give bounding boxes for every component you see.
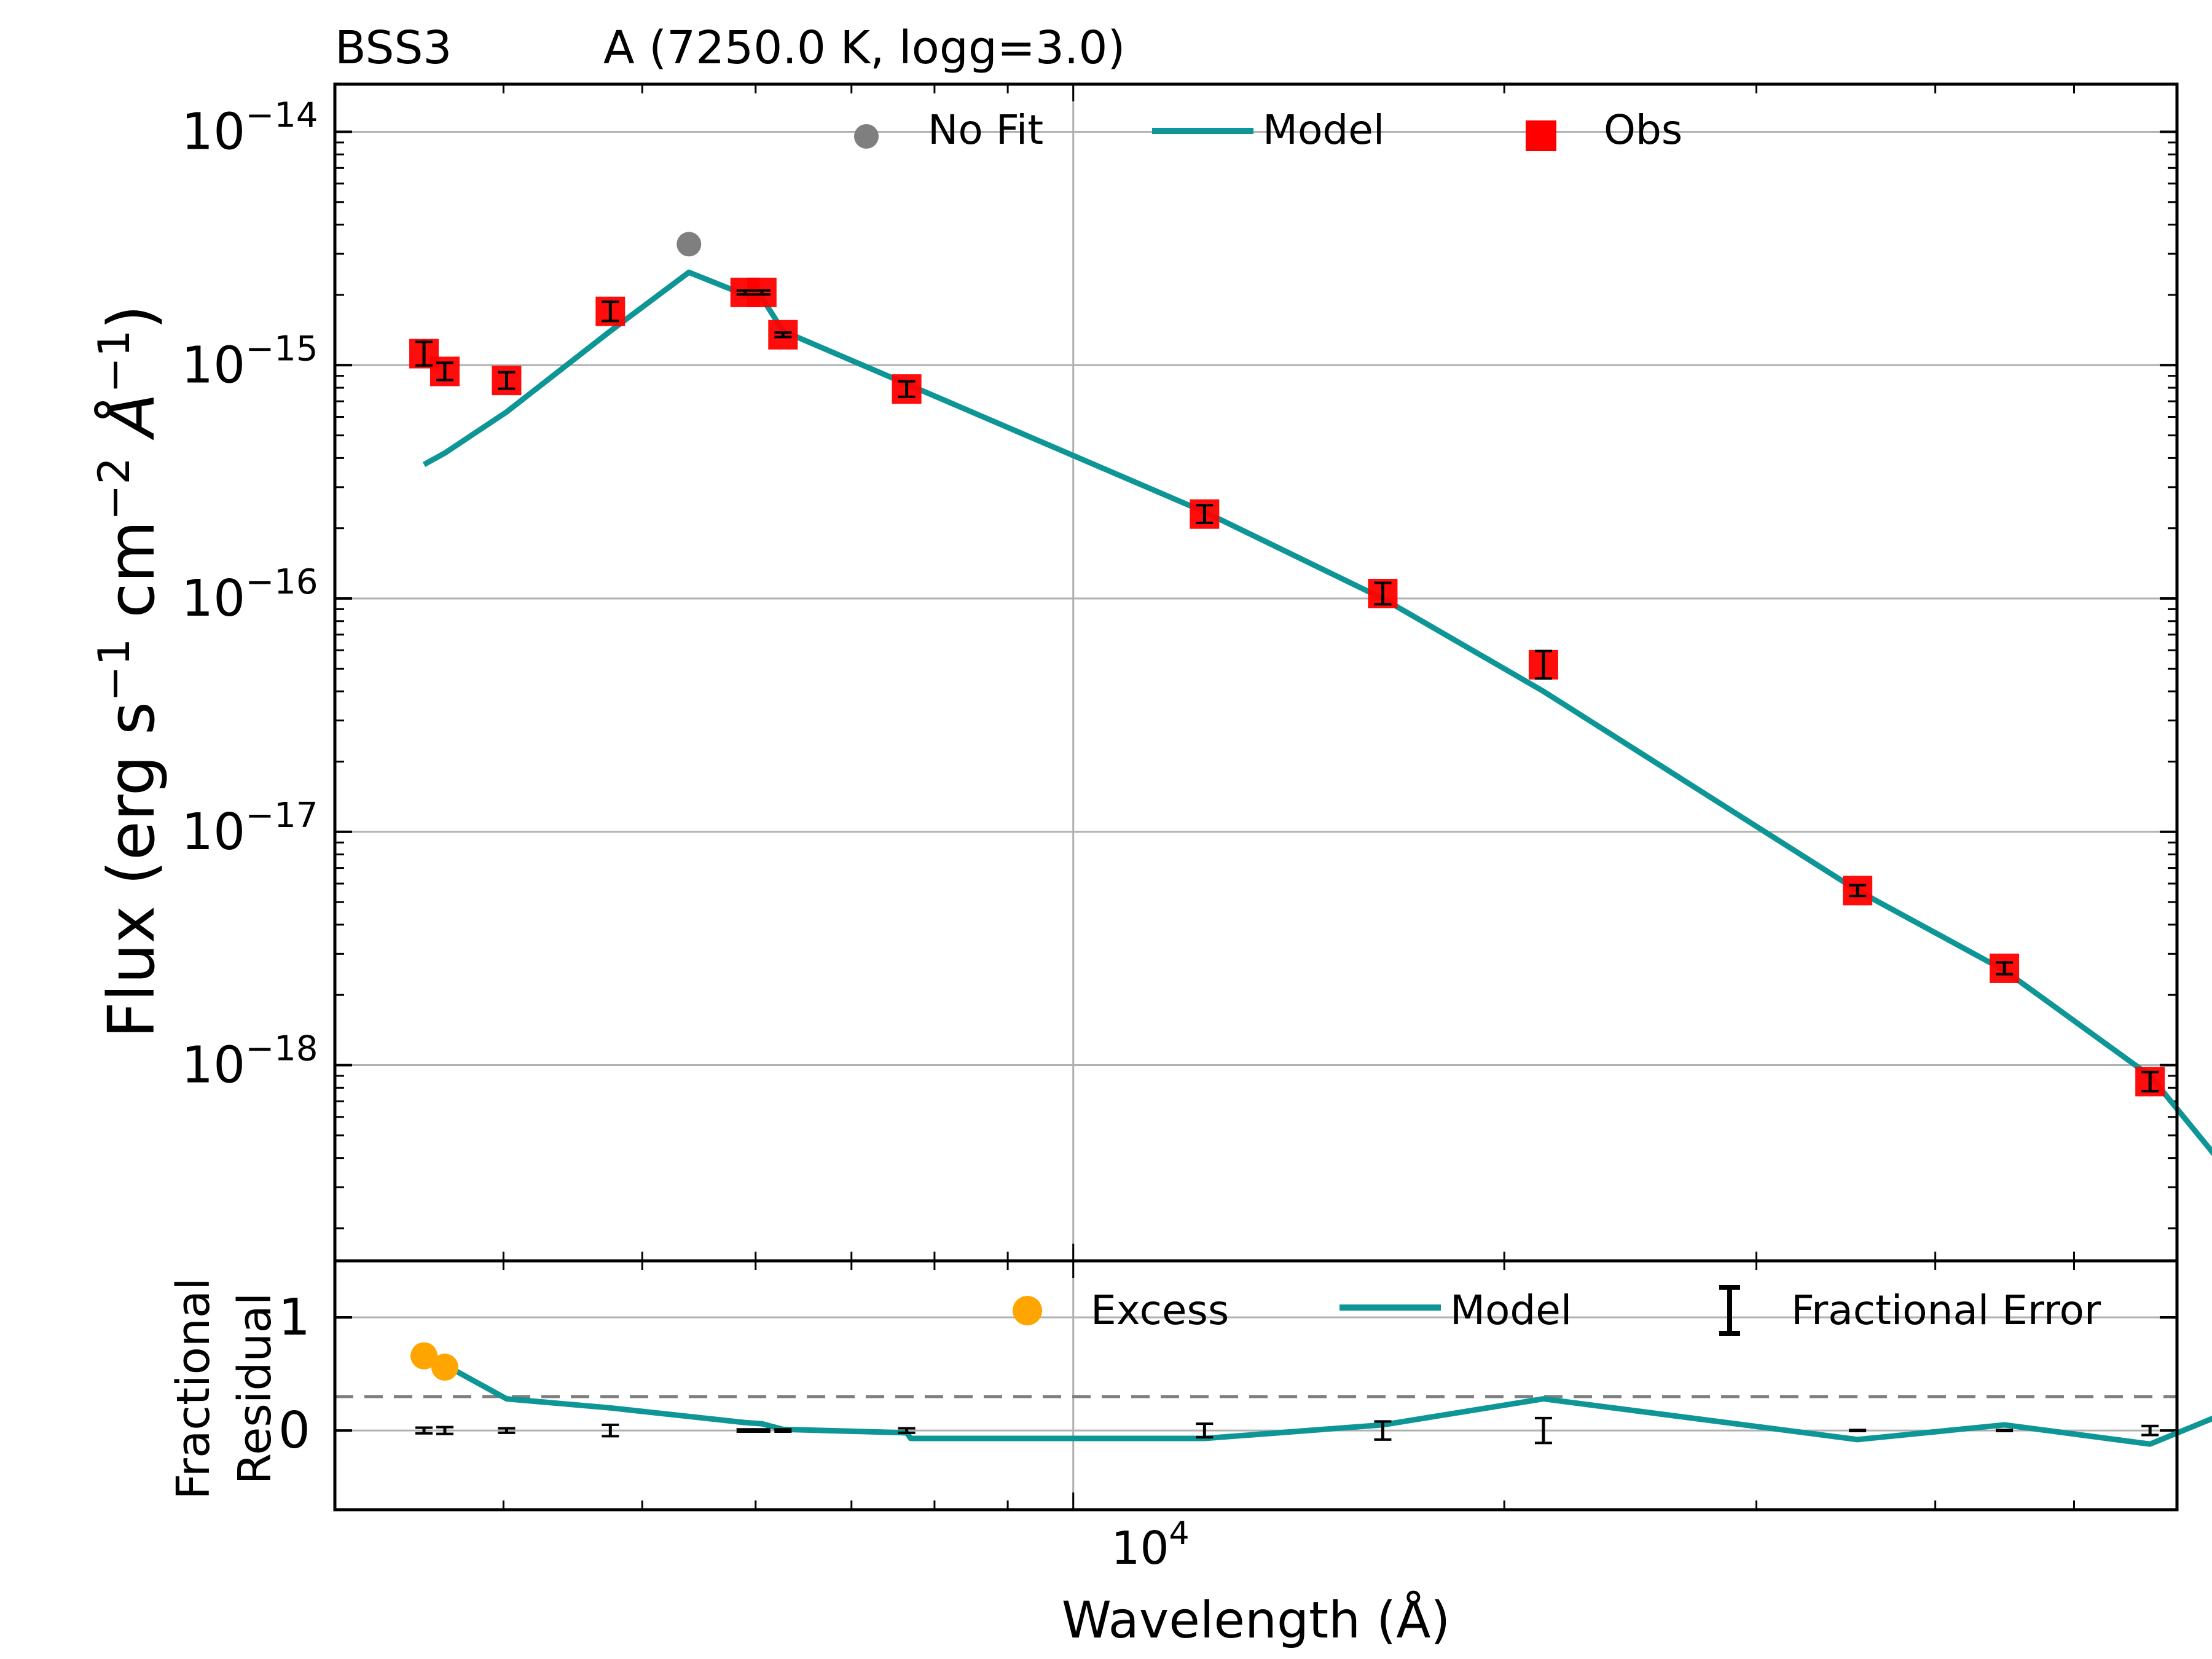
residual-excess-point (431, 1354, 458, 1381)
residual-excess-markers (410, 1342, 458, 1381)
residual-y-tick-label: 0 (278, 1402, 310, 1460)
legend-residual-model-label: Model (1450, 1287, 1572, 1334)
title-object: BSS3 (335, 22, 452, 74)
sed-y-tick-label: 10−15 (181, 329, 318, 394)
residual-errorbars (415, 1416, 2159, 1445)
residual-y-axis-label-line1: Fractional (167, 1277, 220, 1499)
residual-excess-point (410, 1342, 438, 1370)
sed-y-tick-label: 10−16 (181, 562, 318, 628)
sed-grid (335, 84, 2177, 1261)
residual-legend: Excess Model Fractional Error (1013, 1285, 2101, 1336)
sed-panel: 10−14 10−15 10−16 10−17 10−18 No Fit Model O… (89, 82, 2212, 1263)
sed-model-polyline (422, 269, 2212, 1156)
sed-y-tick-label: 10−17 (181, 796, 318, 861)
x-tick-label-1e4: 104 (1111, 1515, 1189, 1575)
sed-legend: No Fit Model Obs (854, 106, 1682, 154)
residual-y-axis-label-line2: Residual (229, 1293, 281, 1485)
sed-y-tick-label: 10−18 (181, 1029, 318, 1095)
x-axis-label: Wavelength (Å) (1062, 1591, 1451, 1650)
legend-fractional-error-label: Fractional Error (1791, 1287, 2101, 1334)
residual-y-tick-label: 1 (278, 1288, 310, 1347)
sed-obs-errorbars (415, 289, 2159, 1092)
legend-obs-label: Obs (1604, 106, 1682, 154)
title-fit: A (7250.0 K, logg=3.0) (603, 22, 1125, 74)
residual-axes-frame (333, 1259, 2179, 1512)
legend-nofit-label: No Fit (928, 106, 1043, 154)
legend-excess-label: Excess (1091, 1287, 1229, 1334)
residual-y-tick-labels: 01 (278, 1288, 310, 1460)
residual-grid (335, 1261, 2177, 1510)
legend-model-label: Model (1263, 106, 1384, 154)
sed-model-line (422, 269, 2212, 1156)
sed-y-tick-label: 10−14 (181, 96, 318, 162)
sed-y-axis-label: Flux (erg s−1 cm−2 Å−1) (89, 305, 169, 1038)
residual-model-line (423, 1354, 2212, 1447)
sed-y-tick-labels: 10−14 10−15 10−16 10−17 10−18 (181, 96, 318, 1095)
legend-excess-marker (1013, 1296, 1042, 1325)
legend-nofit-marker (854, 124, 879, 149)
residual-panel: 01 Excess Model Fractional Error Fractio… (167, 1259, 2212, 1650)
legend-obs-marker (1526, 120, 1556, 151)
residual-model-polyline (423, 1354, 2212, 1447)
sed-nofit-markers (677, 232, 702, 257)
legend-fractional-error-icon (1719, 1285, 1740, 1336)
sed-nofit-point (677, 232, 702, 257)
